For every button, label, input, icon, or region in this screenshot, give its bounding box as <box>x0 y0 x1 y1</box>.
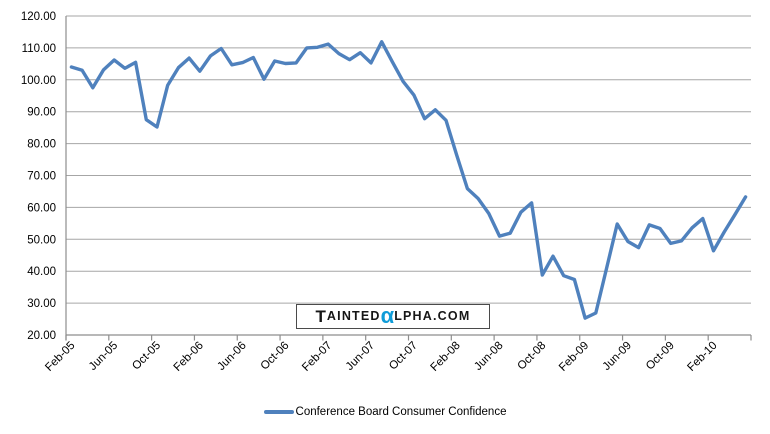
x-axis-label: Jun-08 <box>472 340 505 373</box>
y-axis-label: 80.00 <box>27 139 56 151</box>
y-axis-label: 40.00 <box>27 266 56 278</box>
y-axis-label: 110.00 <box>22 43 56 55</box>
x-axis-label: Feb-07 <box>300 340 334 374</box>
x-axis-label: Feb-10 <box>685 340 719 374</box>
confidence-series-line <box>69 40 748 320</box>
x-axis-label: Oct-05 <box>130 340 163 373</box>
y-axis-label: 90.00 <box>27 107 56 119</box>
watermark-text-part1: AINTED <box>326 309 381 324</box>
x-axis-label: Oct-06 <box>259 340 292 373</box>
y-axis-label: 120.00 <box>21 11 56 23</box>
x-axis-label: Oct-07 <box>387 340 420 373</box>
x-axis-label: Feb-09 <box>557 340 591 374</box>
legend: Conference Board Consumer Confidence <box>0 403 770 421</box>
x-axis-label: Feb-06 <box>172 340 206 374</box>
x-axis-label: Feb-08 <box>429 340 463 374</box>
y-axis-label: 100.00 <box>21 75 56 87</box>
y-axis-label: 30.00 <box>27 298 56 310</box>
y-axis-label: 70.00 <box>27 171 56 183</box>
legend-label: Conference Board Consumer Confidence <box>295 406 507 418</box>
y-axis-label: 20.00 <box>27 330 56 342</box>
x-axis-label: Oct-08 <box>516 340 549 373</box>
y-axis-label: 50.00 <box>27 234 56 246</box>
x-axis-label: Jun-09 <box>601 340 634 373</box>
x-axis-label: Feb-05 <box>43 340 77 374</box>
x-axis-label: Jun-05 <box>87 340 120 373</box>
y-axis-label: 60.00 <box>27 202 56 214</box>
x-axis-label: Jun-06 <box>215 340 248 373</box>
watermark-badge: T AINTED α LPHA.COM <box>296 304 490 329</box>
watermark-text-cap: T <box>315 307 327 326</box>
watermark-text-part2: LPHA.COM <box>394 309 471 324</box>
x-axis-label: Oct-09 <box>644 340 677 373</box>
legend-line-swatch <box>263 410 294 414</box>
x-axis-label: Jun-07 <box>344 340 377 373</box>
